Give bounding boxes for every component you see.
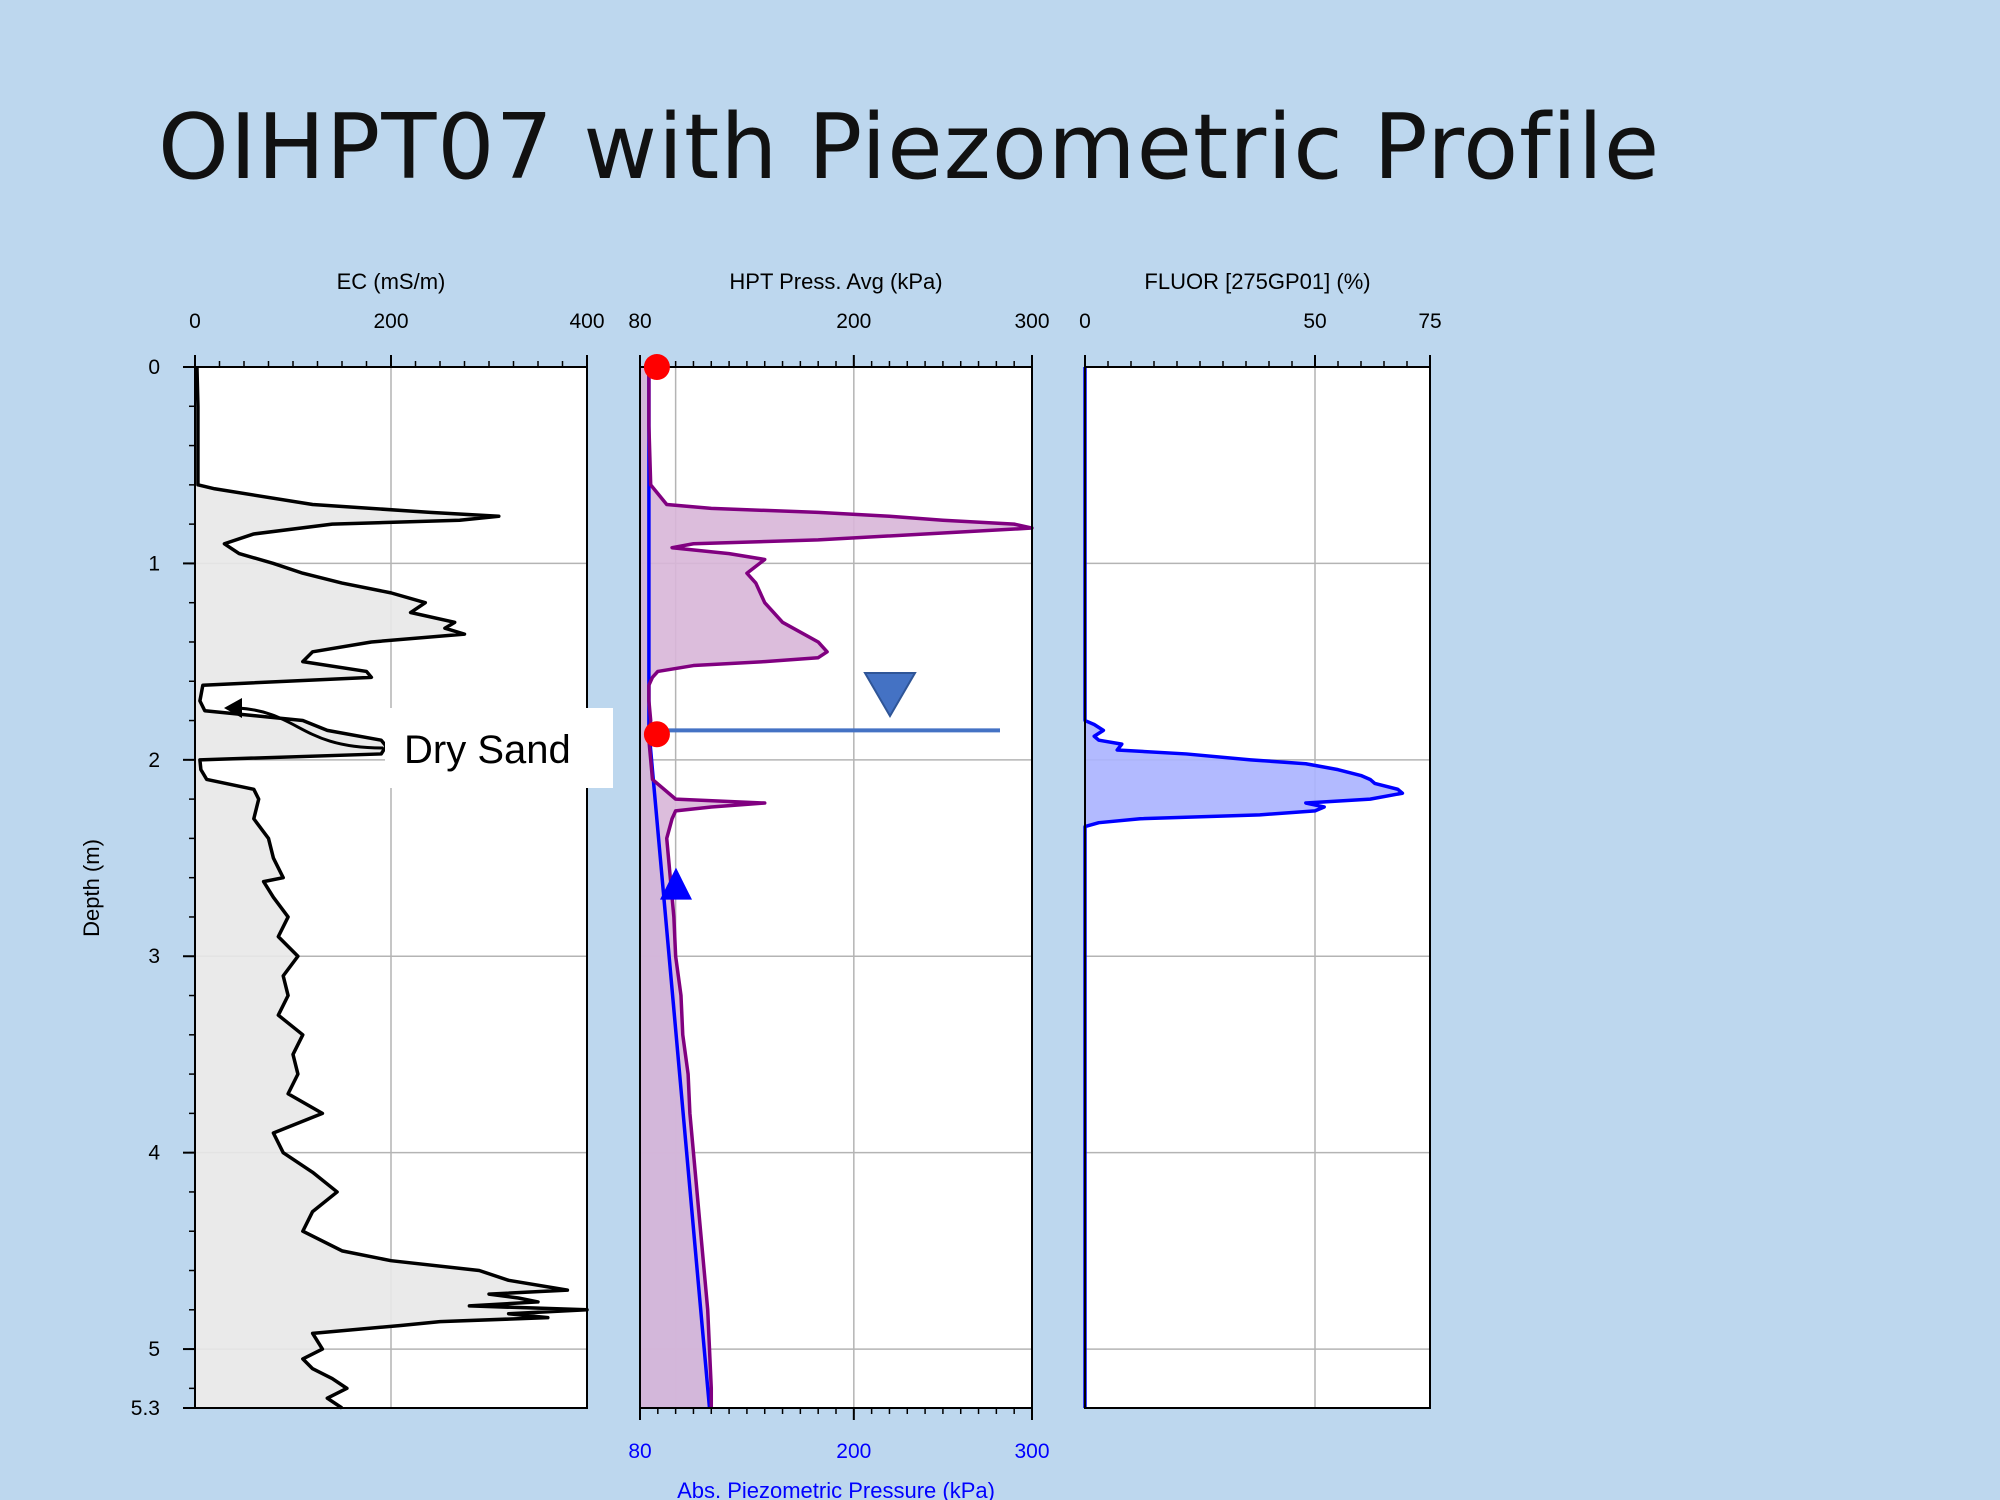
depth-axis-title: Depth (m) — [79, 839, 104, 937]
top-tick-label: 75 — [1418, 310, 1441, 333]
series-fill-2-1 — [640, 367, 1032, 1408]
series-line-1-1 — [195, 366, 589, 1410]
depth-tick-label: 5 — [148, 1338, 160, 1361]
top-tick-label: 400 — [569, 310, 604, 333]
depth-tick-label: 1 — [148, 552, 160, 575]
dry-sand-arrow-line — [237, 706, 384, 750]
dry-sand-arrow-head — [224, 698, 242, 718]
dry-sand-label: Dry Sand — [404, 728, 571, 772]
plot-frame-3 — [1084, 366, 1431, 1409]
depth-tick-label: 3 — [148, 945, 160, 968]
depth-tick-label: 4 — [148, 1142, 160, 1165]
slide-title: OIHPT07 with Piezometric Profile — [158, 95, 1661, 200]
panel-title-2: HPT Press. Avg (kPa) — [729, 269, 942, 294]
depth-tick-label: 5.3 — [131, 1397, 160, 1420]
dry-sand-label-box — [385, 708, 613, 788]
panel-title-1: EC (mS/m) — [337, 269, 446, 294]
top-tick-label: 0 — [1079, 310, 1091, 333]
piezometric-marker-triangle — [660, 867, 692, 900]
bottom-axis-title: Abs. Piezometric Pressure (kPa) — [677, 1478, 995, 1500]
series-fill-1-1 — [195, 367, 587, 1408]
top-tick-label: 300 — [1014, 310, 1049, 333]
top-tick-label: 80 — [628, 310, 651, 333]
pressure-marker — [643, 721, 670, 748]
bottom-tick-label: 300 — [1014, 1440, 1049, 1463]
top-tick-label: 50 — [1303, 310, 1326, 333]
series-line-3-1 — [1083, 367, 1405, 1408]
bottom-tick-label: 80 — [628, 1440, 651, 1463]
depth-tick-label: 0 — [148, 356, 160, 379]
top-tick-label: 200 — [836, 310, 871, 333]
top-tick-label: 0 — [189, 310, 201, 333]
water-table-triangle — [863, 672, 917, 718]
pressure-marker — [643, 354, 670, 380]
depth-tick-label: 2 — [148, 749, 160, 772]
top-tick-label: 200 — [373, 310, 408, 333]
plot-area-3 — [1085, 367, 1430, 1408]
bottom-tick-label: 200 — [836, 1440, 871, 1463]
panel-title-3: FLUOR [275GP01] (%) — [1144, 269, 1370, 294]
